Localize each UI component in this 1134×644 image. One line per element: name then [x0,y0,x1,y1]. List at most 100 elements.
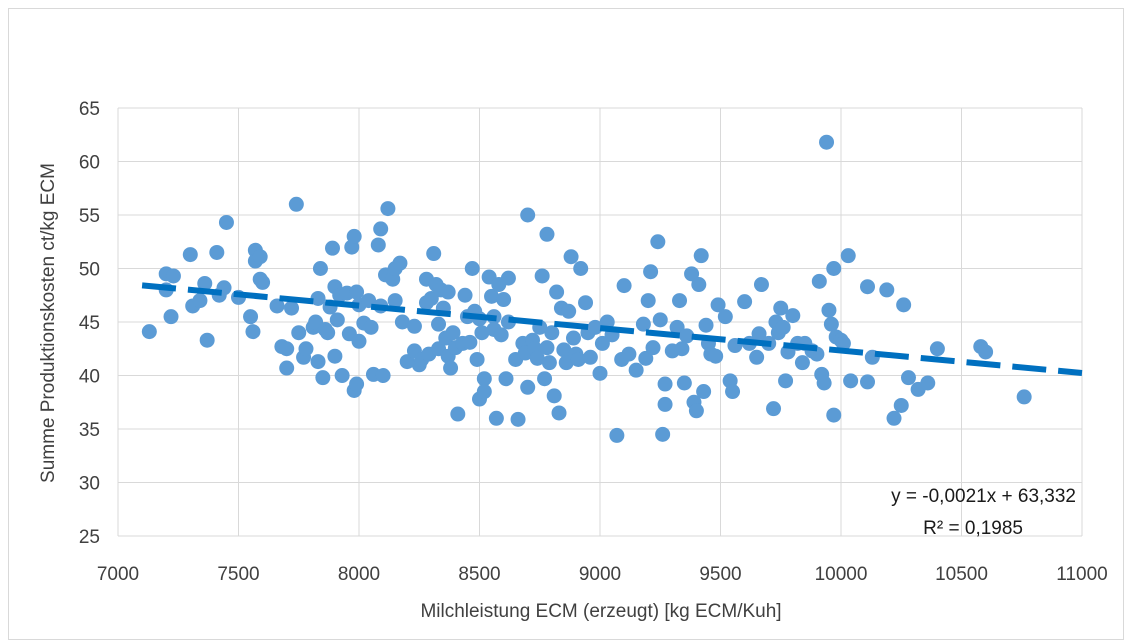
data-point [684,266,700,282]
data-point [298,341,314,357]
data-point [349,284,365,300]
data-point [534,268,550,284]
data-point [773,300,789,316]
y-tick-label: 55 [79,206,100,227]
data-point [640,293,656,309]
data-point [445,325,461,341]
data-point [457,287,473,303]
data-point [556,342,572,358]
data-point [893,397,909,413]
data-point [182,247,198,263]
data-point [496,292,512,308]
data-point [431,316,447,332]
data-point [498,371,514,387]
data-point [565,330,581,346]
data-point [324,240,340,256]
data-point [476,384,492,400]
data-point [676,375,692,391]
data-point [392,255,408,271]
data-point [310,354,326,370]
data-point [209,244,225,260]
data-point [835,335,851,351]
data-point [199,332,215,348]
data-point [688,403,704,419]
data-point [291,325,307,341]
data-point [334,368,350,383]
data-point [192,293,208,309]
data-point [753,277,769,293]
data-point [165,268,181,284]
data-point [375,368,391,383]
trendline-equation: y = -0,0021x + 63,332 [891,486,1076,507]
data-point [563,249,579,265]
data-point [826,407,842,423]
data-point [628,362,644,378]
data-point [269,298,285,314]
y-tick-labels: 25 30 35 40 45 50 55 60 65 [79,99,100,548]
data-point [570,351,586,367]
x-axis-title: Milchleistung ECM (erzeugt) [kg ECM/Kuh] [420,601,781,622]
y-axis-title: Summe Produktionskosten ct/kg ECM [38,163,59,483]
x-tick-labels: 7000 7500 8000 8500 9000 9500 10000 10500 11000 [97,564,1108,585]
data-point [778,373,794,389]
data-point [394,314,410,330]
data-point [493,327,509,343]
y-tick-label: 40 [79,367,100,388]
data-point [823,316,839,332]
data-point [245,324,261,340]
data-point [621,346,637,362]
data-point [1016,389,1032,405]
data-point [843,373,859,389]
data-point [544,325,560,341]
x-tick-label: 10000 [815,564,868,585]
data-point [751,326,767,342]
data-point [635,316,651,332]
data-point [464,261,480,276]
data-point [546,388,562,404]
x-tick-label: 9000 [579,564,621,585]
data-point [725,384,741,400]
y-tick-label: 30 [79,474,100,495]
data-point [886,410,902,426]
r-squared-label: R² = 0,1985 [923,518,1023,539]
data-point [860,374,876,390]
data-point [978,344,994,360]
data-point [840,248,856,264]
data-point [549,284,565,300]
data-point [373,221,389,237]
data-point [879,282,895,298]
data-point [380,201,396,217]
data-point [488,410,504,426]
data-point [582,349,598,365]
data-point [346,228,362,244]
data-point [929,341,945,357]
data-point [696,384,712,400]
data-point [816,375,832,391]
data-point [370,237,386,253]
data-point [616,278,632,294]
y-tick-label: 65 [79,99,100,120]
data-point [539,340,555,356]
data-point [819,134,835,150]
data-point [387,293,403,309]
trendline-group [141,282,1083,377]
x-tick-label: 7500 [217,564,259,585]
data-point [312,261,328,276]
data-point [327,348,343,364]
x-tick-label: 10500 [935,564,988,585]
data-point [197,275,213,291]
data-point [698,317,714,333]
x-tick-label: 9500 [699,564,741,585]
y-tick-label: 45 [79,313,100,334]
data-point [645,340,661,356]
data-point [821,302,837,318]
data-point [826,261,842,276]
x-tick-label: 11000 [1056,564,1107,585]
data-point [900,370,916,386]
grid-lines [117,107,1083,537]
data-point [255,274,271,290]
data-point [679,328,695,344]
data-point [737,294,753,310]
data-point [674,341,690,357]
